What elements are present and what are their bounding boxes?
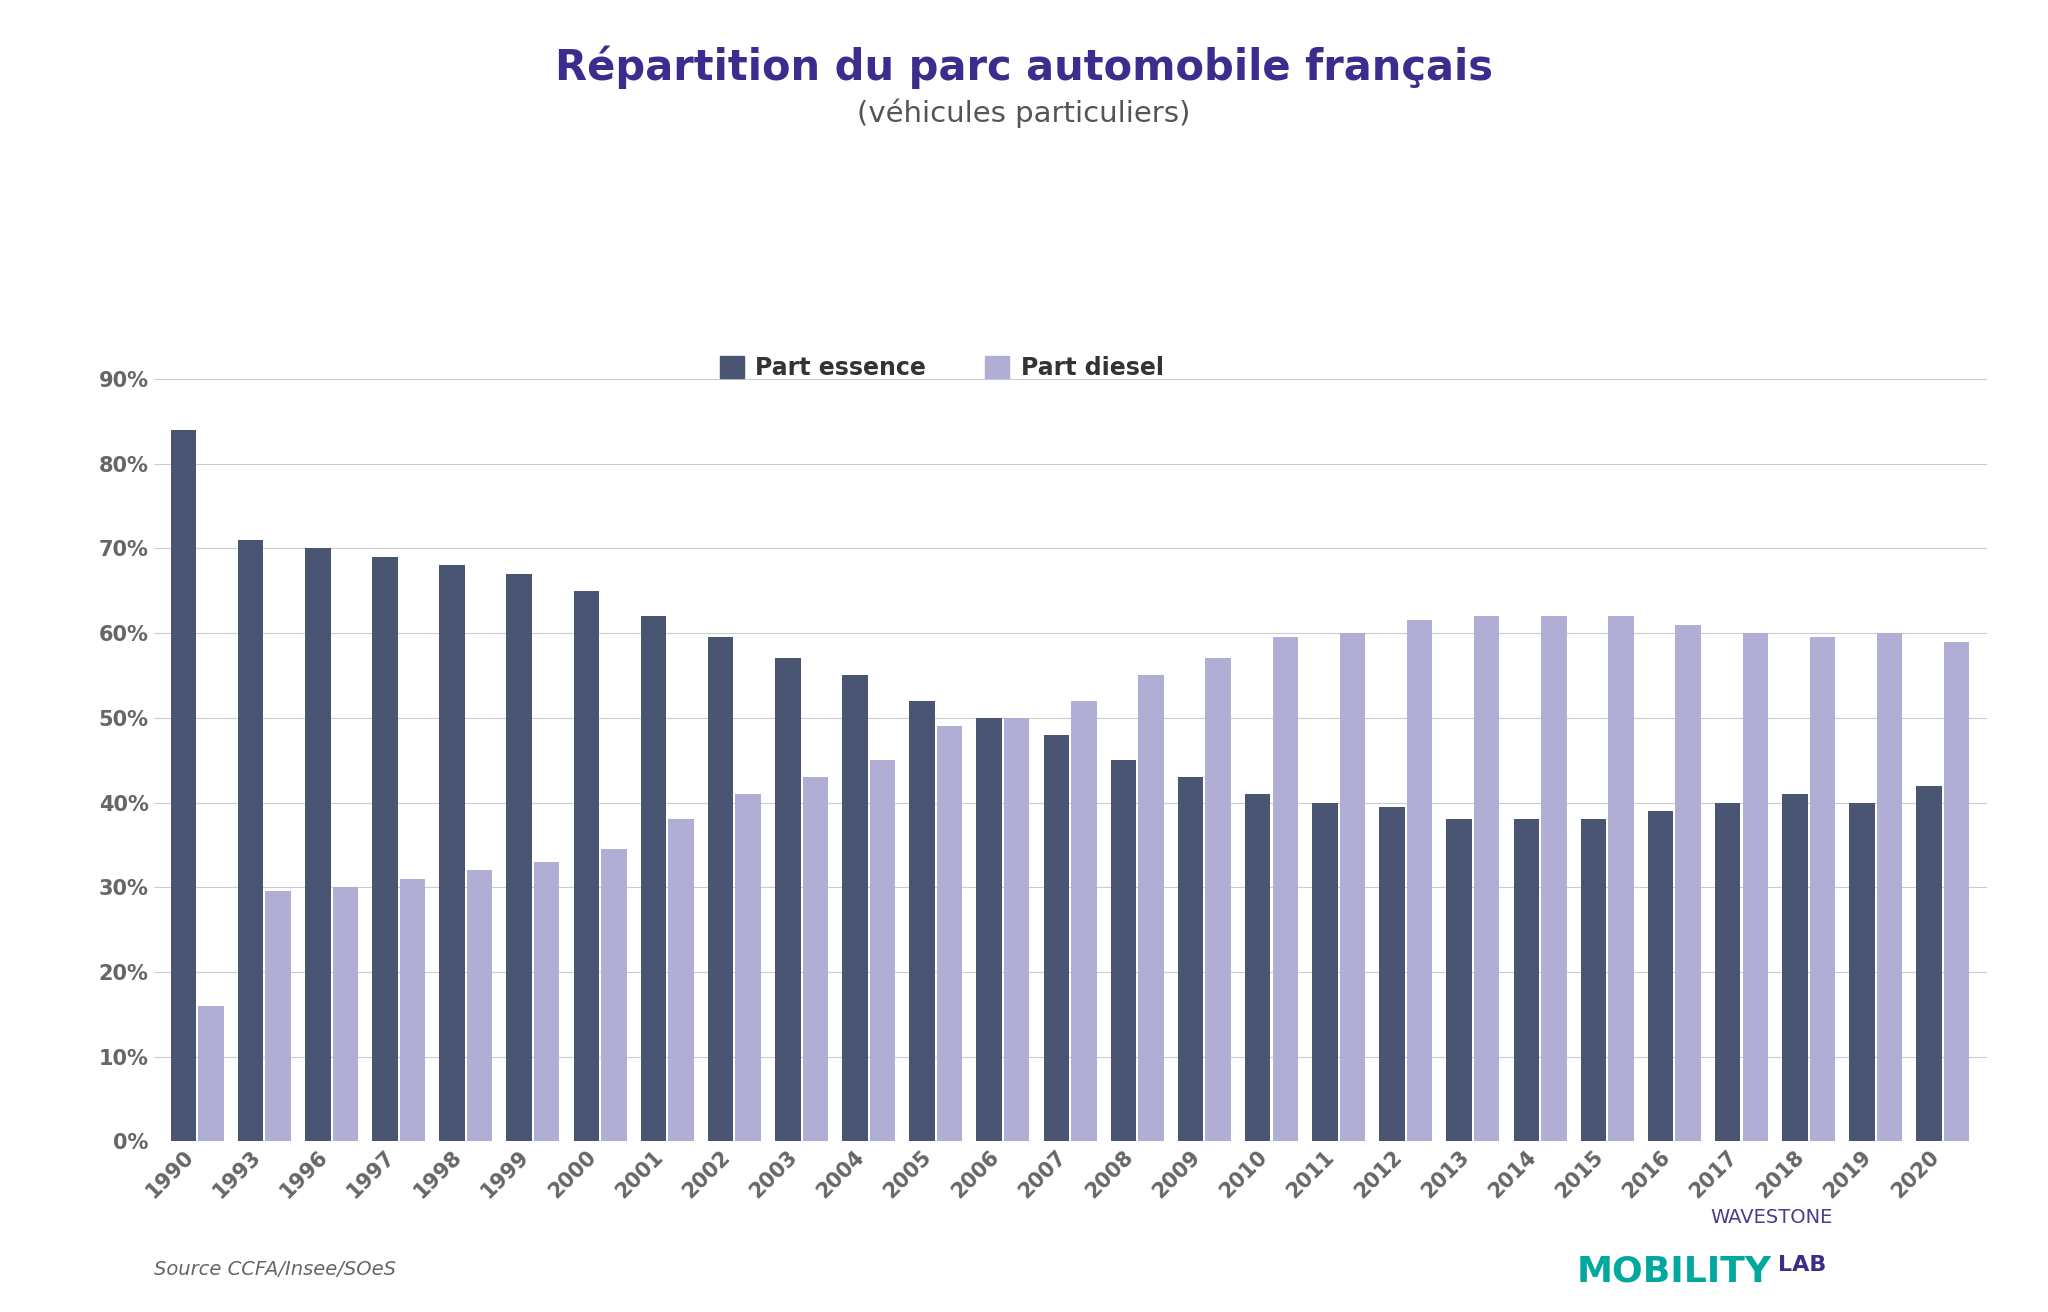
Bar [1110,760,1137,1141]
Bar [1178,777,1204,1141]
Bar [1313,803,1337,1141]
Bar [1044,735,1069,1141]
Bar [535,862,559,1141]
Bar [709,638,733,1141]
Bar [373,556,397,1141]
Bar [1743,632,1767,1141]
Bar [774,659,801,1141]
Bar [1339,632,1366,1141]
Bar [1608,617,1634,1141]
Bar [1139,676,1163,1141]
Bar [1714,803,1741,1141]
Bar [1540,617,1567,1141]
Bar [1917,786,1942,1141]
Bar [909,701,934,1141]
Bar [1272,638,1298,1141]
Text: MOBILITY: MOBILITY [1577,1254,1772,1288]
Bar [305,548,330,1141]
Bar [1810,638,1835,1141]
Bar [170,430,197,1141]
Bar [1446,820,1473,1141]
Bar [870,760,895,1141]
Bar [506,573,532,1141]
Text: WAVESTONE: WAVESTONE [1710,1208,1833,1227]
Bar [332,887,358,1141]
Bar [936,727,963,1141]
Bar [573,590,600,1141]
Bar [1581,820,1606,1141]
Bar [1849,803,1874,1141]
Text: Répartition du parc automobile français: Répartition du parc automobile français [555,46,1493,89]
Bar [668,820,694,1141]
Bar [1407,621,1432,1141]
Bar [467,870,492,1141]
Bar [1071,701,1096,1141]
Bar [1649,811,1673,1141]
Bar [1782,794,1808,1141]
Bar [1206,659,1231,1141]
Bar [803,777,827,1141]
Bar [1378,807,1405,1141]
Bar [735,794,762,1141]
Bar [1004,718,1030,1141]
Text: Source CCFA/Insee/SOeS: Source CCFA/Insee/SOeS [154,1261,395,1279]
Bar [602,849,627,1141]
Bar [399,879,426,1141]
Bar [238,539,264,1141]
Bar [977,718,1001,1141]
Legend: Part essence, Part diesel: Part essence, Part diesel [721,356,1163,380]
Bar [1876,632,1903,1141]
Bar [1675,625,1702,1141]
Bar [1944,642,1970,1141]
Bar [199,1006,223,1141]
Bar [1513,820,1538,1141]
Bar [1245,794,1270,1141]
Text: LAB: LAB [1778,1256,1827,1275]
Bar [1475,617,1499,1141]
Bar [266,891,291,1141]
Bar [842,676,868,1141]
Bar [641,617,666,1141]
Text: (véhicules particuliers): (véhicules particuliers) [858,98,1190,127]
Bar [438,565,465,1141]
